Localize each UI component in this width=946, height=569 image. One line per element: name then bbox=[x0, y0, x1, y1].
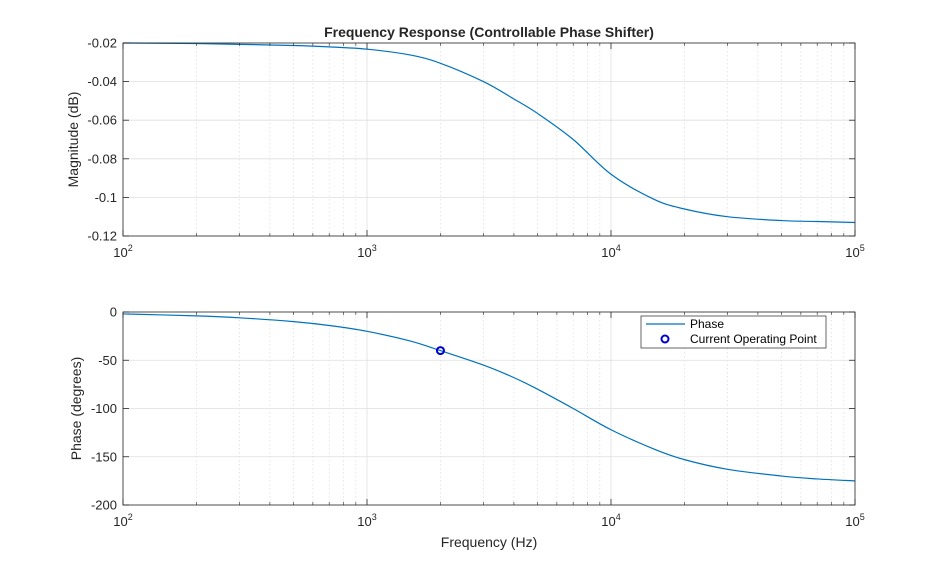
legend-box bbox=[640, 315, 827, 349]
magnitude-x-tick-label: 105 bbox=[845, 243, 864, 260]
magnitude-y-tick-label: -0.12 bbox=[87, 229, 117, 244]
phase-y-tick-label: -50 bbox=[98, 353, 117, 368]
phase-x-tick-label: 104 bbox=[601, 512, 620, 529]
legend-entry-operating-point: Current Operating Point bbox=[690, 332, 817, 346]
chart-title: Frequency Response (Controllable Phase S… bbox=[324, 24, 654, 40]
magnitude-y-tick-label: -0.1 bbox=[95, 190, 117, 205]
phase-y-tick-label: -150 bbox=[91, 449, 117, 464]
legend-marker-swatch bbox=[660, 334, 670, 344]
magnitude-y-tick-label: -0.06 bbox=[87, 113, 117, 128]
magnitude-y-tick-label: -0.04 bbox=[87, 74, 117, 89]
phase-y-tick-label: 0 bbox=[110, 305, 117, 320]
phase-series-layer bbox=[122, 313, 856, 482]
magnitude-y-tick-label: -0.08 bbox=[87, 151, 117, 166]
phase-series-line bbox=[122, 313, 856, 482]
magnitude-ticks: 102 103 104 105 -0.02 -0.04 -0.06 -0.08 -0.1 -0.1… bbox=[87, 36, 864, 261]
legend-entry-phase: Phase bbox=[690, 317, 724, 331]
phase-operating-point-marker bbox=[435, 346, 445, 356]
legend: Phase Current Operating Point bbox=[640, 315, 827, 349]
magnitude-axes: 102 103 104 105 -0.02 -0.04 -0.06 -0.08 -0.1 -0.1… bbox=[65, 24, 865, 260]
magnitude-x-tick-label: 104 bbox=[601, 243, 620, 260]
phase-x-axis-label: Frequency (Hz) bbox=[441, 534, 537, 550]
phase-x-tick-label: 105 bbox=[845, 512, 864, 529]
phase-x-tick-label: 103 bbox=[357, 512, 376, 529]
phase-x-tick-label: 102 bbox=[113, 512, 132, 529]
magnitude-y-axis-label: Magnitude (dB) bbox=[65, 92, 81, 188]
magnitude-axes-box bbox=[122, 42, 856, 237]
magnitude-y-tick-label: -0.02 bbox=[87, 36, 117, 51]
magnitude-x-tick-label: 103 bbox=[357, 243, 376, 260]
phase-y-axis-label: Phase (degrees) bbox=[68, 357, 84, 461]
phase-ticks: 102 103 104 105 0 -50 -100 -150 -200 bbox=[91, 305, 865, 530]
magnitude-x-tick-label: 102 bbox=[113, 243, 132, 260]
phase-y-tick-label: -100 bbox=[91, 401, 117, 416]
magnitude-plot-area bbox=[123, 43, 855, 236]
phase-y-tick-label: -200 bbox=[91, 498, 117, 513]
phase-axes: 102 103 104 105 0 -50 -100 -150 -200 Phase (degr… bbox=[68, 305, 865, 551]
